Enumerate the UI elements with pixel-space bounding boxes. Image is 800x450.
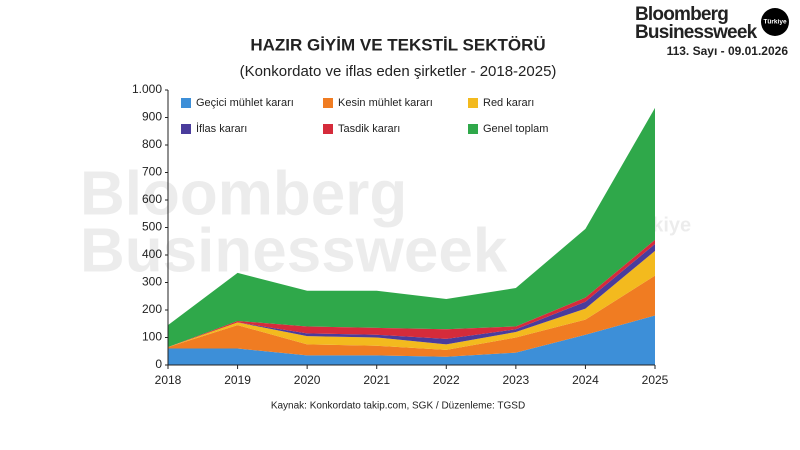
legend-swatch	[468, 98, 478, 108]
watermark-text: Businessweek	[80, 216, 508, 285]
y-tick-label: 100	[142, 330, 162, 344]
x-tick-label: 2021	[363, 373, 390, 387]
x-tick-label: 2025	[642, 373, 669, 387]
y-tick-label: 700	[142, 165, 162, 179]
plot: 0 100 200 300 400 500 600 700 800 900 1.000 2018 201…	[132, 82, 669, 387]
x-tick-label: 2020	[294, 373, 321, 387]
legend-label: Kesin mühlet kararı	[338, 97, 433, 109]
legend-label: İflas kararı	[196, 122, 247, 135]
chart-title: HAZIR GİYİM VE TEKSTİL SEKTÖRÜ	[250, 35, 545, 54]
y-tick-label: 600	[142, 192, 162, 206]
x-tick-label: 2018	[155, 373, 182, 387]
brand-edition: Türkiye	[763, 19, 787, 26]
x-tick-label: 2019	[224, 373, 251, 387]
watermark: Bloomberg Businessweek Türkiye	[80, 159, 691, 285]
watermark-text: Bloomberg	[80, 159, 407, 228]
x-tick-label: 2024	[572, 373, 599, 387]
area	[168, 315, 655, 365]
legend-swatch	[323, 124, 333, 134]
x-tick-label: 2022	[433, 373, 460, 387]
legend-label: Red kararı	[483, 97, 534, 109]
total-area	[168, 107, 655, 348]
source: Kaynak: Konkordato takip.com, SGK / Düze…	[271, 401, 525, 412]
legend-label: Tasdik kararı	[338, 123, 400, 135]
brand-name: Businessweek	[635, 22, 758, 43]
y-tick-label: 0	[155, 357, 162, 371]
legend-label: Genel toplam	[483, 123, 548, 135]
y-tick-label: 900	[142, 110, 162, 124]
area	[168, 275, 655, 357]
y-tick-label: 500	[142, 220, 162, 234]
legend-swatch	[323, 98, 333, 108]
area	[168, 239, 655, 348]
brand-badge	[761, 8, 789, 36]
y-tick-label: 1.000	[132, 82, 162, 96]
y-tick-label: 300	[142, 275, 162, 289]
brand-name: Bloomberg	[635, 4, 728, 25]
legend-swatch	[181, 124, 191, 134]
legend-label: Geçici mühlet kararı	[196, 97, 294, 109]
legend-swatch	[181, 98, 191, 108]
y-tick-label: 200	[142, 302, 162, 316]
chart-subtitle: (Konkordato ve iflas eden şirketler - 20…	[240, 63, 557, 80]
legend-swatch	[468, 124, 478, 134]
x-tick-label: 2023	[503, 373, 530, 387]
y-tick-label: 400	[142, 247, 162, 261]
y-tick-label: 800	[142, 137, 162, 151]
issue: 113. Sayı - 09.01.2026	[667, 44, 789, 58]
